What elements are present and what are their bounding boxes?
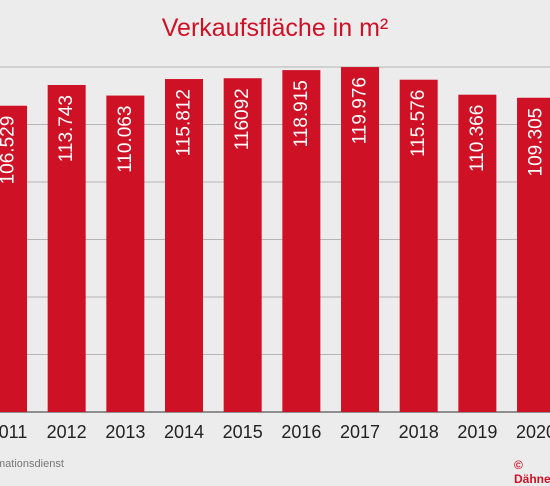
data-label-2011: 106.529 [0, 116, 19, 185]
data-label-2019: 110.366 [467, 105, 488, 172]
bar-2013 [106, 95, 145, 412]
footer-source: Informationsdienst [0, 458, 64, 470]
x-tick-label-2012: 2012 [47, 422, 87, 442]
x-tick-label-2017: 2017 [340, 422, 380, 442]
x-tick-label-2014: 2014 [164, 422, 204, 442]
data-label-2020: 109.305 [526, 108, 547, 177]
x-tick-label-2020: 2020 [516, 422, 550, 442]
data-label-2015: 116092 [232, 88, 253, 150]
bar-2011 [0, 105, 27, 412]
data-label-2017: 119.976 [350, 77, 371, 144]
bar-2019 [458, 94, 497, 412]
x-tick-label-2018: 2018 [399, 422, 439, 442]
data-label-2013: 110.063 [115, 106, 136, 173]
bar-2014 [165, 79, 204, 412]
x-tick-label-2013: 2013 [105, 422, 145, 442]
data-label-2014: 115.812 [174, 89, 195, 156]
data-label-2018: 115.576 [408, 90, 429, 157]
footer-copyright: © Dähne [514, 458, 550, 486]
x-tick-label-2016: 2016 [281, 422, 321, 442]
bar-2016 [282, 70, 321, 412]
data-label-2012: 113.743 [56, 95, 77, 162]
x-tick-label-2011: 2011 [0, 422, 27, 442]
bar-2017 [341, 67, 380, 412]
x-tick-label-2019: 2019 [457, 422, 497, 442]
data-label-2016: 118.915 [291, 80, 312, 147]
x-tick-label-2015: 2015 [223, 422, 263, 442]
bar-2020 [517, 97, 550, 413]
bar-2012 [47, 84, 86, 412]
bar-2015 [223, 78, 262, 412]
chart-title: Verkaufsfläche in m² [161, 14, 389, 42]
bar-2018 [399, 79, 438, 413]
